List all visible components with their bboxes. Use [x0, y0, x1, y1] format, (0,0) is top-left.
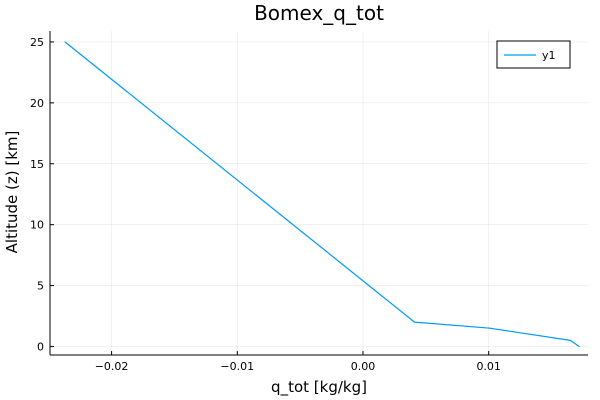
- tick-labels: −0.02 −0.01 0.00 0.01 0 5 10 15 20 25: [30, 36, 501, 373]
- axes: [49, 31, 588, 356]
- legend-label-y1: y1: [542, 49, 556, 62]
- chart-title: Bomex_q_tot: [254, 1, 384, 25]
- x-axis-title: q_tot [kg/kg]: [271, 378, 367, 397]
- data-point: [578, 345, 580, 348]
- data-point: [489, 327, 491, 329]
- y-tick-label: 20: [30, 97, 44, 110]
- grid-lines: [50, 31, 588, 355]
- y-tick-label: 5: [37, 280, 44, 293]
- y-tick-label: 15: [30, 158, 44, 171]
- data-point: [64, 41, 66, 43]
- y-axis-title: Altitude (z) [km]: [3, 131, 21, 254]
- x-tick-label: −0.02: [95, 360, 129, 373]
- data-point: [413, 321, 416, 323]
- y-tick-label: 10: [30, 219, 44, 232]
- series-lines: [64, 41, 580, 348]
- series-line-y1: [64, 41, 580, 347]
- data-point: [569, 339, 572, 341]
- x-tick-label: 0.00: [351, 360, 376, 373]
- y-tick-label: 25: [30, 36, 44, 49]
- legend: y1: [496, 40, 571, 69]
- y-tick-label: 0: [37, 340, 44, 353]
- x-tick-label: −0.01: [220, 360, 254, 373]
- x-tick-label: 0.01: [476, 360, 501, 373]
